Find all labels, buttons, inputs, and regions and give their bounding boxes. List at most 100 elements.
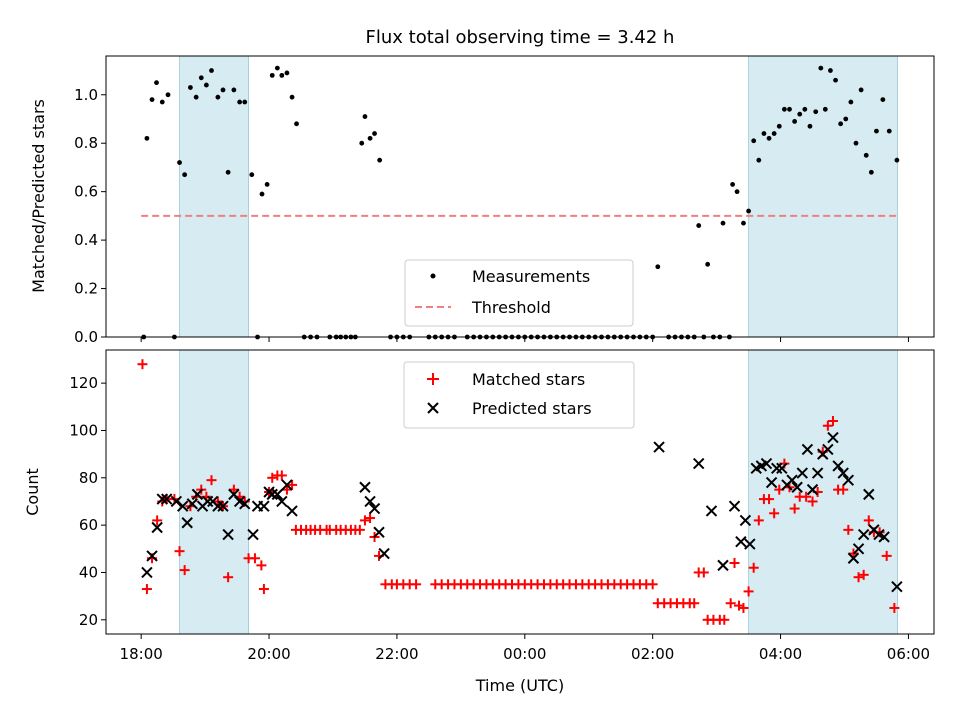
matched-star-point <box>863 515 874 526</box>
predicted-star-point <box>201 495 214 508</box>
x-b <box>873 528 885 541</box>
measurement-point <box>886 128 892 134</box>
predicted-star-point <box>786 474 798 486</box>
predicted-star-point <box>863 488 875 501</box>
measurements-legend-label: Measurements <box>472 267 590 286</box>
top-y-tick-label: 0.2 <box>74 280 98 298</box>
measurement-point <box>159 99 165 105</box>
matched-stars-legend-label: Matched stars <box>472 370 585 389</box>
predicted-star-point <box>156 493 168 505</box>
measurement-point <box>177 160 182 165</box>
x-b <box>827 431 839 444</box>
measurement-point <box>746 208 751 214</box>
x-b <box>878 531 890 543</box>
measurement-point <box>274 65 280 71</box>
predicted-star-point <box>161 493 173 505</box>
x-b <box>847 552 860 564</box>
threshold-legend-label: Threshold <box>471 298 551 317</box>
measurement-point <box>813 109 819 115</box>
x-b <box>822 443 834 456</box>
predicted-star-point <box>170 495 183 508</box>
x-b <box>141 566 153 579</box>
measurement-point <box>655 264 661 270</box>
predicted-star-point <box>739 514 752 527</box>
x-b <box>653 441 665 453</box>
bottom-shaded-interval <box>748 349 898 635</box>
predicted-star-point <box>191 488 204 501</box>
x-b <box>852 543 865 555</box>
matched-star-point <box>206 475 217 486</box>
measurement-point <box>868 169 874 175</box>
x-b <box>247 528 259 541</box>
matched-star-point <box>853 572 864 583</box>
measurement-point <box>220 87 226 93</box>
measurement-point <box>720 220 726 226</box>
measurement-point <box>264 181 270 187</box>
x-b <box>364 495 376 508</box>
measurement-point <box>215 94 221 100</box>
x-b <box>891 580 903 593</box>
matched-star-point <box>179 565 190 576</box>
measurement-point <box>802 106 808 112</box>
predicted-star-point <box>744 538 756 550</box>
matched-star-point <box>647 579 658 590</box>
predicted-stars-legend-label: Predicted stars <box>472 399 592 418</box>
matched-star-point <box>789 503 800 514</box>
x-b <box>156 493 168 505</box>
top-y-tick-label: 0.6 <box>74 183 98 201</box>
x-b <box>151 521 163 534</box>
x-tick-label: 02:00 <box>631 645 674 663</box>
matched-star-point <box>769 508 780 519</box>
x-tick-label: 00:00 <box>503 645 546 663</box>
x-b <box>217 500 229 512</box>
matched-star-point <box>174 546 185 557</box>
x-b <box>191 488 204 501</box>
matched-star-point <box>719 614 730 625</box>
x-b <box>228 488 240 501</box>
x-b <box>368 502 381 515</box>
matched-star-point <box>827 416 838 426</box>
x-b <box>801 443 814 456</box>
measurement-point <box>848 99 854 105</box>
measurement-point <box>362 114 368 119</box>
x-b <box>857 528 870 541</box>
bottom-count-points <box>137 359 903 625</box>
x-tick-label: 20:00 <box>247 645 290 663</box>
x-b <box>161 493 173 505</box>
matched-star-point <box>725 598 736 609</box>
measurement-point <box>144 135 150 141</box>
matched-star-point <box>748 562 759 573</box>
measurement-point <box>289 94 295 100</box>
x-b <box>359 481 371 493</box>
x-b <box>276 495 288 508</box>
x-b <box>286 505 298 517</box>
matched-star-point <box>858 569 869 580</box>
matched-star-point <box>838 484 849 495</box>
top-y-tick-label: 0.8 <box>74 134 98 152</box>
top-axes-frame <box>105 55 935 338</box>
predicted-star-point <box>653 441 665 453</box>
matched-star-point <box>223 572 234 583</box>
bottom-legend-box <box>403 361 635 429</box>
matched-star-point <box>743 586 754 597</box>
measurement-point <box>209 68 214 73</box>
predicted-stars-legend-marker <box>427 402 439 414</box>
x-b <box>728 500 741 512</box>
x-tick-label: 22:00 <box>375 645 418 663</box>
predicted-star-point <box>852 543 865 555</box>
matched-star-point <box>249 553 260 564</box>
top-legend: Measurements Threshold <box>404 259 634 327</box>
measurement-point <box>269 72 275 78</box>
x-b <box>735 535 747 548</box>
predicted-star-point <box>776 462 788 475</box>
measurement-point <box>756 157 762 163</box>
measurement-point <box>751 138 757 144</box>
predicted-star-point <box>177 500 189 512</box>
x-b <box>373 526 385 538</box>
matched-star-point <box>287 479 298 490</box>
matched-star-point <box>729 558 740 568</box>
predicted-star-point <box>239 498 251 510</box>
matched-star-point <box>801 491 812 502</box>
measurement-point <box>761 131 767 136</box>
